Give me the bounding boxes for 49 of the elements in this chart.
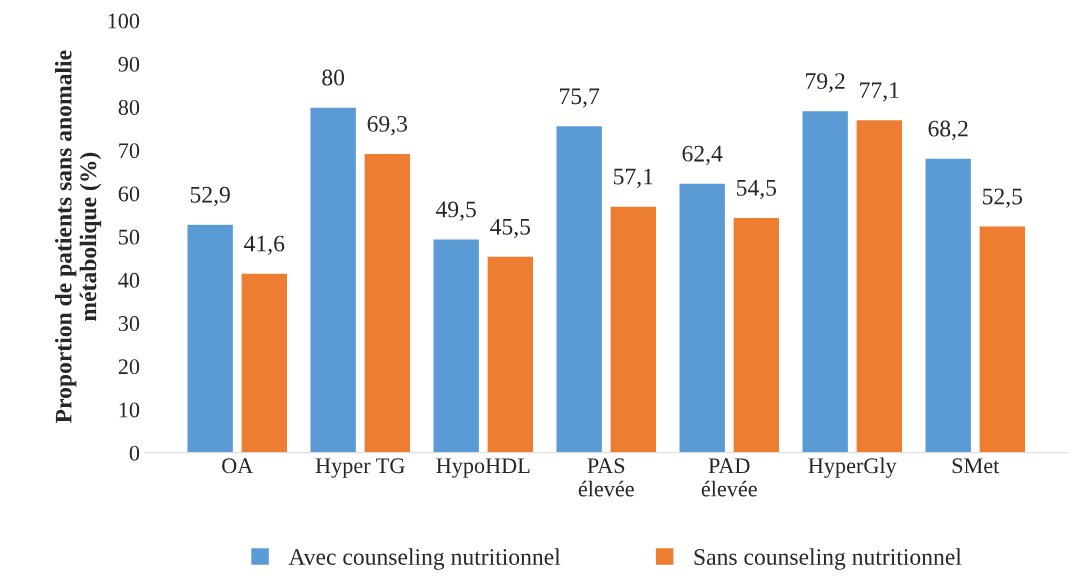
bar bbox=[801, 109, 850, 453]
bar bbox=[678, 182, 727, 453]
data-label: 41,6 bbox=[244, 235, 285, 255]
data-label: 75,7 bbox=[560, 88, 600, 108]
y-tick-label: 70 bbox=[119, 143, 140, 159]
data-label: 68,2 bbox=[928, 120, 968, 140]
bar bbox=[186, 223, 235, 453]
data-label: 52,9 bbox=[190, 186, 230, 207]
x-tick-label: HypoHDL bbox=[436, 458, 530, 478]
y-tick-label: 10 bbox=[119, 402, 140, 418]
bar bbox=[363, 152, 412, 453]
y-axis-title: Proportion de patients sans anomalie métabolique (%) bbox=[54, 50, 102, 423]
x-tick-label: HyperGly bbox=[808, 457, 897, 478]
data-label: 52,5 bbox=[983, 188, 1023, 208]
y-tick-label: 40 bbox=[118, 272, 140, 288]
legend-label: Avec counseling nutritionnel bbox=[288, 548, 561, 570]
bar bbox=[240, 272, 289, 453]
y-tick-label: 100 bbox=[108, 13, 140, 29]
data-label: 45,5 bbox=[490, 218, 531, 239]
y-tick-label: 20 bbox=[118, 359, 140, 375]
data-label: 49,5 bbox=[435, 201, 476, 221]
bar bbox=[555, 124, 604, 453]
y-tick-label: 50 bbox=[119, 229, 140, 245]
y-tick-label: 90 bbox=[118, 56, 140, 72]
y-tick-label: 60 bbox=[118, 186, 140, 202]
y-tick-label: 30 bbox=[118, 316, 140, 332]
data-label: 77,1 bbox=[860, 82, 899, 102]
x-tick-label: OA bbox=[222, 458, 254, 474]
data-label: 62,4 bbox=[682, 145, 723, 166]
y-tick-label: 0 bbox=[129, 445, 140, 461]
bar bbox=[924, 157, 973, 453]
data-label: 69,3 bbox=[367, 115, 408, 136]
data-label: 80 bbox=[322, 69, 345, 86]
data-label: 57,1 bbox=[614, 168, 653, 188]
bar bbox=[486, 255, 535, 453]
bar bbox=[432, 238, 481, 453]
bar bbox=[609, 205, 658, 453]
y-tick-label: 80 bbox=[118, 99, 140, 115]
bar bbox=[309, 106, 358, 453]
x-tick-label: PAS élevée bbox=[578, 458, 634, 497]
data-label: 54,5 bbox=[737, 179, 777, 200]
bar bbox=[732, 216, 781, 453]
bar bbox=[855, 118, 904, 453]
bar bbox=[978, 225, 1027, 453]
data-label: 79,2 bbox=[806, 73, 845, 93]
legend-label: Sans counseling nutritionnel bbox=[694, 548, 962, 570]
x-tick-label: PAD élevée bbox=[701, 458, 757, 497]
x-tick-label: SMet bbox=[952, 458, 1000, 474]
x-tick-label: Hyper TG bbox=[315, 458, 405, 478]
